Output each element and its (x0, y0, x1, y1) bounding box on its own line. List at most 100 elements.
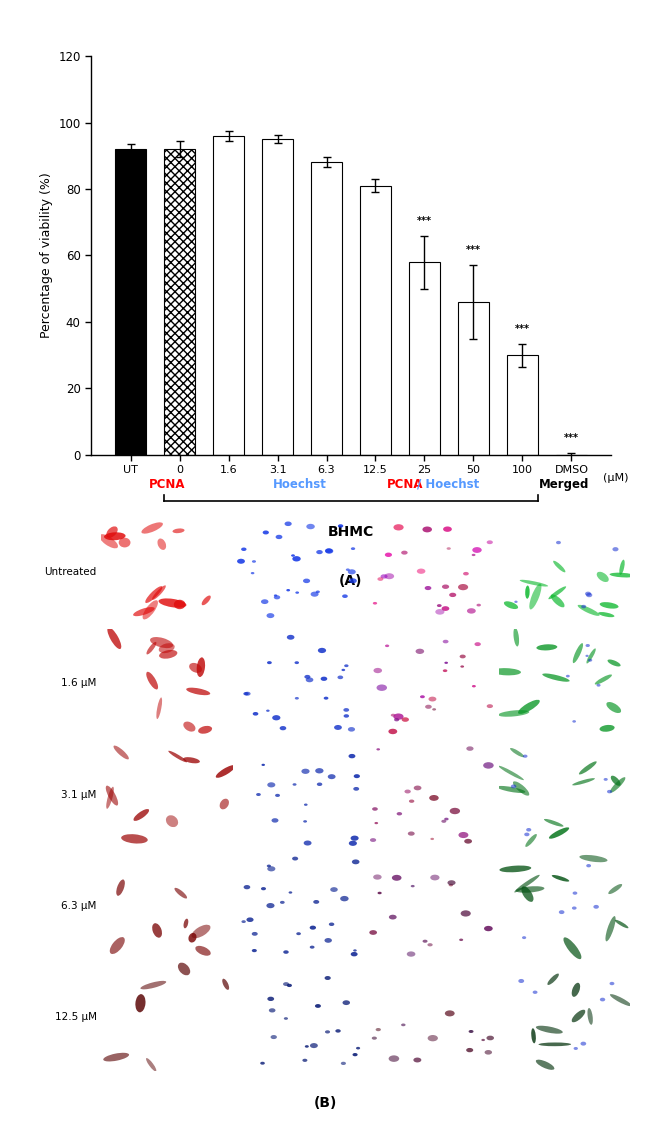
Ellipse shape (579, 761, 597, 775)
Ellipse shape (310, 1043, 318, 1048)
Ellipse shape (393, 713, 404, 720)
Ellipse shape (267, 661, 272, 664)
Ellipse shape (566, 675, 570, 677)
Ellipse shape (484, 925, 493, 931)
Ellipse shape (385, 553, 392, 557)
Ellipse shape (346, 568, 350, 570)
Ellipse shape (580, 1042, 586, 1046)
Ellipse shape (586, 643, 590, 647)
Ellipse shape (443, 640, 448, 643)
Ellipse shape (466, 747, 474, 751)
Ellipse shape (348, 569, 356, 574)
Ellipse shape (417, 568, 425, 574)
Text: Hoechst: Hoechst (272, 477, 326, 491)
Ellipse shape (536, 1060, 554, 1070)
Ellipse shape (376, 684, 387, 691)
Ellipse shape (317, 783, 322, 786)
Ellipse shape (174, 600, 185, 609)
Ellipse shape (342, 594, 348, 597)
Ellipse shape (354, 774, 360, 778)
Ellipse shape (518, 979, 524, 983)
Ellipse shape (391, 714, 395, 716)
Ellipse shape (586, 864, 591, 867)
Ellipse shape (292, 857, 298, 860)
Bar (506, 355, 538, 455)
Ellipse shape (110, 937, 125, 955)
Ellipse shape (409, 800, 414, 803)
Ellipse shape (252, 560, 256, 563)
Ellipse shape (482, 1039, 485, 1041)
Ellipse shape (586, 593, 592, 597)
Ellipse shape (183, 722, 196, 731)
Ellipse shape (401, 1023, 406, 1026)
Ellipse shape (296, 932, 301, 935)
Ellipse shape (485, 1050, 492, 1054)
Ellipse shape (526, 828, 531, 831)
Ellipse shape (287, 984, 292, 987)
Ellipse shape (325, 1030, 330, 1033)
Ellipse shape (428, 1035, 438, 1041)
Text: 6.3 μM: 6.3 μM (61, 901, 96, 911)
Ellipse shape (513, 782, 529, 796)
Ellipse shape (380, 574, 387, 578)
Ellipse shape (103, 1052, 129, 1061)
Text: Untreated: Untreated (44, 567, 96, 577)
Ellipse shape (146, 642, 157, 655)
Ellipse shape (524, 832, 530, 837)
Ellipse shape (315, 768, 324, 774)
Ellipse shape (538, 1042, 571, 1047)
Ellipse shape (320, 677, 328, 681)
Ellipse shape (349, 578, 357, 583)
Ellipse shape (487, 540, 493, 545)
Ellipse shape (430, 875, 439, 880)
Ellipse shape (586, 648, 596, 664)
Ellipse shape (393, 524, 404, 530)
Ellipse shape (283, 950, 289, 953)
Ellipse shape (615, 920, 629, 929)
Ellipse shape (372, 1037, 377, 1040)
Ellipse shape (183, 919, 188, 929)
Ellipse shape (611, 776, 621, 786)
Ellipse shape (372, 807, 378, 811)
Bar (114, 149, 146, 455)
Ellipse shape (588, 1008, 593, 1025)
Ellipse shape (425, 705, 432, 709)
Ellipse shape (159, 643, 175, 654)
Ellipse shape (142, 522, 163, 533)
Ellipse shape (428, 943, 433, 947)
Ellipse shape (292, 556, 301, 562)
Ellipse shape (573, 643, 583, 663)
Ellipse shape (107, 628, 122, 649)
Text: 3.1 μM: 3.1 μM (61, 789, 96, 800)
Ellipse shape (107, 527, 118, 538)
Ellipse shape (515, 886, 545, 893)
Text: (μM): (μM) (603, 473, 629, 483)
Ellipse shape (311, 592, 318, 596)
Ellipse shape (549, 828, 569, 839)
Ellipse shape (600, 602, 619, 609)
Ellipse shape (385, 645, 389, 647)
Ellipse shape (504, 601, 518, 609)
Ellipse shape (337, 676, 343, 679)
Ellipse shape (280, 727, 286, 730)
Ellipse shape (291, 555, 295, 557)
Ellipse shape (295, 592, 299, 594)
Ellipse shape (531, 1029, 536, 1043)
Ellipse shape (202, 595, 211, 605)
Ellipse shape (595, 675, 612, 685)
Ellipse shape (542, 674, 569, 682)
Text: ***: *** (564, 433, 579, 444)
Bar (359, 185, 391, 455)
Ellipse shape (553, 560, 566, 573)
Ellipse shape (252, 949, 257, 952)
Ellipse shape (157, 539, 166, 550)
Ellipse shape (522, 937, 526, 939)
Ellipse shape (289, 892, 292, 894)
Ellipse shape (168, 751, 187, 763)
Ellipse shape (241, 548, 246, 551)
Ellipse shape (536, 1025, 563, 1033)
Ellipse shape (459, 939, 463, 941)
Ellipse shape (467, 609, 476, 613)
Ellipse shape (525, 834, 537, 847)
Ellipse shape (329, 922, 334, 926)
